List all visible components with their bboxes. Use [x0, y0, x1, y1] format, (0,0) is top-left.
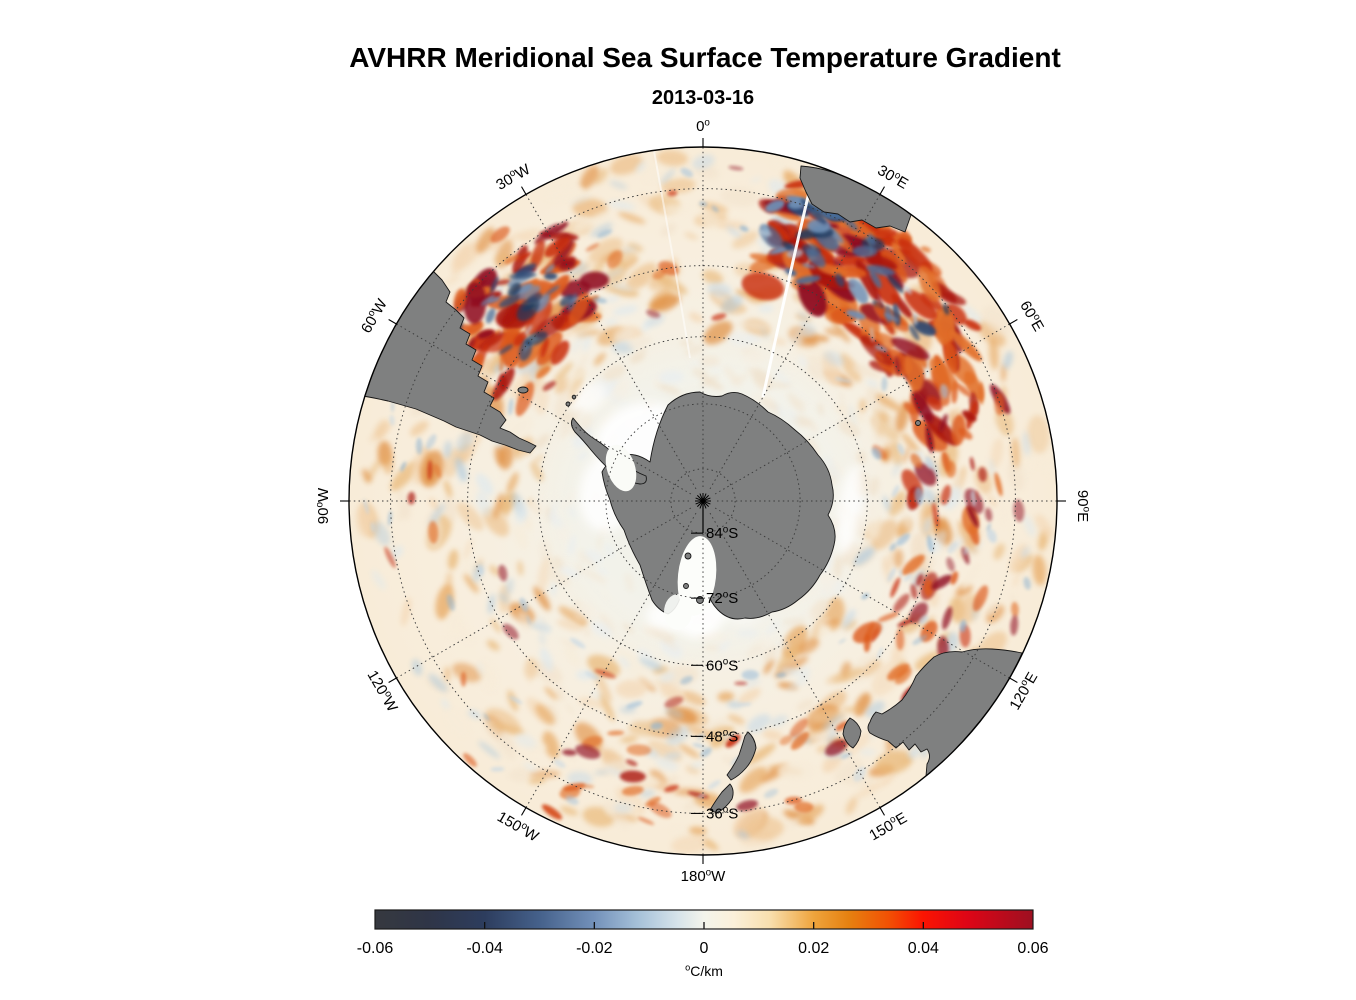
axis-labels: 84oS72oS60oS48oS36oS0o30oE60oE90oE120oE1… — [314, 117, 1091, 885]
colorbar-tick-label: -0.02 — [576, 940, 613, 957]
chart-title: AVHRR Meridional Sea Surface Temperature… — [349, 42, 1061, 73]
ice-islet — [696, 596, 704, 604]
meridian-label: 150oE — [866, 809, 910, 845]
tasmania-island — [842, 717, 862, 749]
colorbar-tick-label: -0.06 — [357, 940, 394, 957]
meridian-label: 60oW — [357, 295, 391, 336]
colorbar-tick-label: 0 — [700, 940, 709, 957]
parallel-label: 84oS — [706, 524, 738, 542]
meridian-label: 90oE — [1074, 490, 1092, 522]
chart-subtitle: 2013-03-16 — [651, 87, 755, 109]
parallel-label: 72oS — [706, 589, 738, 607]
ross-ice-extension — [664, 594, 692, 630]
parallel-label: 60oS — [706, 657, 738, 675]
parallel-label: 48oS — [706, 728, 738, 746]
colorbar-tick-label: 0.06 — [1017, 940, 1048, 957]
parallel-label: 36oS — [706, 805, 738, 823]
meridian-label: 30oW — [493, 160, 534, 194]
meridian-label: 0o — [696, 117, 710, 135]
colorbar-unit-label: oC/km — [685, 963, 723, 979]
meridian-label: 90oW — [314, 487, 332, 524]
map-boundary — [348, 146, 1058, 856]
meridian-label: 30oE — [875, 161, 912, 192]
meridian-label: 60oE — [1016, 298, 1047, 335]
ronne-ice-shelf — [605, 444, 637, 492]
colorbar-tick-label: 0.02 — [798, 940, 829, 957]
new-zealand-north-island — [709, 783, 734, 814]
ice-islet — [683, 583, 689, 589]
kerguelen-island — [915, 420, 921, 426]
peninsula-islet — [565, 401, 571, 407]
meridian-label: 180oW — [681, 867, 727, 885]
graticule — [349, 147, 1057, 855]
falkland-islands — [517, 386, 529, 394]
colorbar-tick-label: -0.04 — [466, 940, 503, 957]
new-zealand-south-island — [726, 731, 757, 781]
swath-gap — [653, 150, 691, 359]
ice-islet — [684, 552, 692, 560]
antarctica-landmass — [601, 391, 836, 620]
colorbar-tick-label: 0.04 — [908, 940, 939, 957]
land-layer — [362, 165, 1023, 814]
colorbar: -0.06 -0.04 -0.02 0 0.02 0.04 0.06 oC/km — [357, 909, 1049, 979]
peninsula-islet — [571, 394, 577, 400]
colorbar-bar — [374, 909, 1034, 930]
